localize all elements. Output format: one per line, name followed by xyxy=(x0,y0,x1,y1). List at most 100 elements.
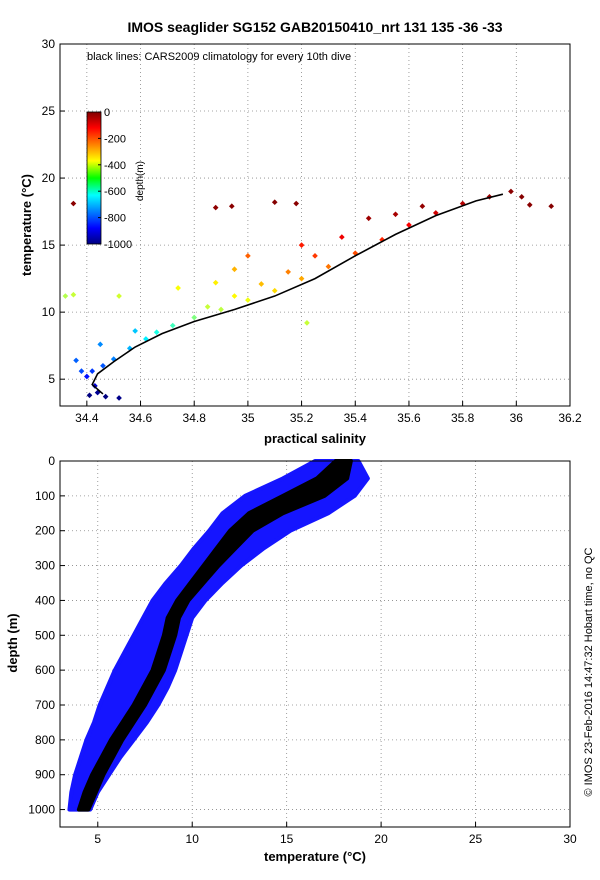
ts-x-tick-label: 35.6 xyxy=(397,411,421,425)
ts-x-tick-label: 36.2 xyxy=(558,411,582,425)
ts-data-point xyxy=(231,266,238,273)
ts-data-point xyxy=(191,314,198,321)
ts-data-point xyxy=(212,279,219,286)
colorbar-label: depth(m) xyxy=(135,161,146,201)
ts-y-tick-label: 30 xyxy=(42,37,56,51)
dt-x-axis-label: temperature (°C) xyxy=(264,849,366,864)
dt-y-tick-label: 500 xyxy=(35,628,55,642)
ts-annotation: black lines: CARS2009 climatology for ev… xyxy=(87,51,351,63)
ts-data-point xyxy=(312,253,318,259)
dt-y-tick-label: 700 xyxy=(35,698,55,712)
dt-y-tick-label: 800 xyxy=(35,733,55,747)
ts-y-tick-label: 20 xyxy=(42,171,56,185)
dt-profile-bands xyxy=(67,459,370,812)
ts-data-point xyxy=(365,215,372,222)
colorbar-tick-label: -200 xyxy=(104,133,126,145)
ts-y-tick-label: 10 xyxy=(42,305,56,319)
ts-data-point xyxy=(526,202,533,208)
ts-data-point xyxy=(132,328,138,334)
colorbar-ticks: 0 -200 -400 -600 -800 -1000 xyxy=(98,107,132,251)
dt-climatology-band xyxy=(76,459,353,812)
ts-x-tick-label: 35.2 xyxy=(290,411,314,425)
ts-data-point xyxy=(271,199,278,206)
ts-data-point xyxy=(153,329,160,336)
ts-data-point xyxy=(231,293,238,299)
dt-plot-frame xyxy=(59,460,571,828)
ts-data-point xyxy=(304,320,310,326)
ts-x-tick-label: 34.8 xyxy=(183,411,207,425)
ts-y-tick-label: 15 xyxy=(42,238,56,252)
dt-y-tick-label: 200 xyxy=(35,524,55,538)
dt-y-tick-label: 300 xyxy=(35,559,55,573)
ts-x-tick-label: 35.4 xyxy=(344,411,368,425)
ts-data-point xyxy=(228,203,235,210)
dt-x-tick-label: 20 xyxy=(374,832,388,846)
dt-y-tick-label: 400 xyxy=(35,593,55,607)
dt-y-tick-label: 0 xyxy=(48,454,55,468)
ts-data-point xyxy=(100,362,106,369)
ts-data-point xyxy=(258,281,265,287)
dt-y-axis: 0 100 200 300 400 500 600 700 800 900 1000 xyxy=(28,454,65,817)
dt-y-axis-label: depth (m) xyxy=(5,613,20,672)
ts-data-point xyxy=(339,234,345,240)
ts-data-point xyxy=(84,373,90,380)
ts-x-tick-label: 34.4 xyxy=(75,411,99,425)
ts-data-point xyxy=(62,293,69,299)
dt-x-axis: 5 10 15 20 25 30 xyxy=(94,822,577,846)
ts-data-point xyxy=(245,253,251,259)
ts-y-tick-label: 5 xyxy=(48,372,55,386)
ts-data-point xyxy=(218,306,224,313)
ts-x-tick-label: 36 xyxy=(510,411,524,425)
ts-y-tick-label: 25 xyxy=(42,104,56,118)
ts-data-point xyxy=(245,297,251,303)
ts-data-point xyxy=(70,291,77,298)
ts-data-point xyxy=(89,368,96,374)
ts-data-point xyxy=(325,263,332,270)
dt-x-tick-label: 30 xyxy=(563,832,577,846)
ts-x-tick-label: 35 xyxy=(241,411,255,425)
ts-climatology-lines xyxy=(91,193,504,395)
ts-data-point xyxy=(293,200,300,207)
figure-title: IMOS seaglider SG152 GAB20150410_nrt 131… xyxy=(127,19,502,35)
dt-y-tick-label: 100 xyxy=(35,489,55,503)
ts-data-point xyxy=(169,322,176,329)
ts-x-tick-label: 34.6 xyxy=(129,411,153,425)
ts-data-point xyxy=(419,203,426,210)
ts-data-point xyxy=(518,194,525,200)
ts-data-point xyxy=(116,395,122,401)
dt-x-tick-label: 5 xyxy=(94,832,101,846)
colorbar-tick-label: -400 xyxy=(104,160,126,172)
ts-diagram: 34.4 34.6 34.8 35 35.2 35.4 35.6 35.8 36 36.2 5 10… xyxy=(19,37,582,446)
dt-x-tick-label: 10 xyxy=(186,832,200,846)
ts-gridlines xyxy=(60,43,571,406)
ts-y-axis-label: temperature (°C) xyxy=(19,174,34,276)
colorbar-tick-label: 0 xyxy=(104,107,110,119)
ts-data-point xyxy=(86,392,93,399)
ts-data-point xyxy=(285,269,291,275)
ts-y-axis: 5 10 15 20 25 30 xyxy=(42,37,65,386)
dt-y-tick-label: 600 xyxy=(35,663,55,677)
ts-data-point xyxy=(392,211,399,218)
ts-x-axis: 34.4 34.6 34.8 35 35.2 35.4 35.6 35.8 36 36.2 xyxy=(75,401,582,425)
colorbar-tick-label: -600 xyxy=(104,186,126,198)
ts-data-point xyxy=(548,203,555,210)
ts-data-point xyxy=(406,222,412,228)
ts-data-point xyxy=(73,357,79,364)
depth-temperature-chart: 5 10 15 20 25 30 0 100 200 300 400 500 600 700 800 900… xyxy=(5,454,577,864)
ts-data-point xyxy=(175,285,181,291)
ts-x-axis-label: practical salinity xyxy=(264,431,367,446)
dt-y-tick-label: 900 xyxy=(35,768,55,782)
ts-data-point xyxy=(97,341,104,348)
ts-data-point xyxy=(116,293,122,299)
dt-x-tick-label: 15 xyxy=(280,832,294,846)
dt-x-tick-label: 25 xyxy=(469,832,483,846)
ts-data-point xyxy=(204,303,211,310)
ts-data-point xyxy=(212,204,219,211)
colorbar-tick-label: -1000 xyxy=(104,239,132,251)
ts-plot-frame xyxy=(59,43,571,407)
ts-data-points xyxy=(62,188,555,401)
ts-data-point xyxy=(298,275,305,282)
ts-climatology-line xyxy=(91,193,504,395)
colorbar-gradient xyxy=(86,111,102,245)
